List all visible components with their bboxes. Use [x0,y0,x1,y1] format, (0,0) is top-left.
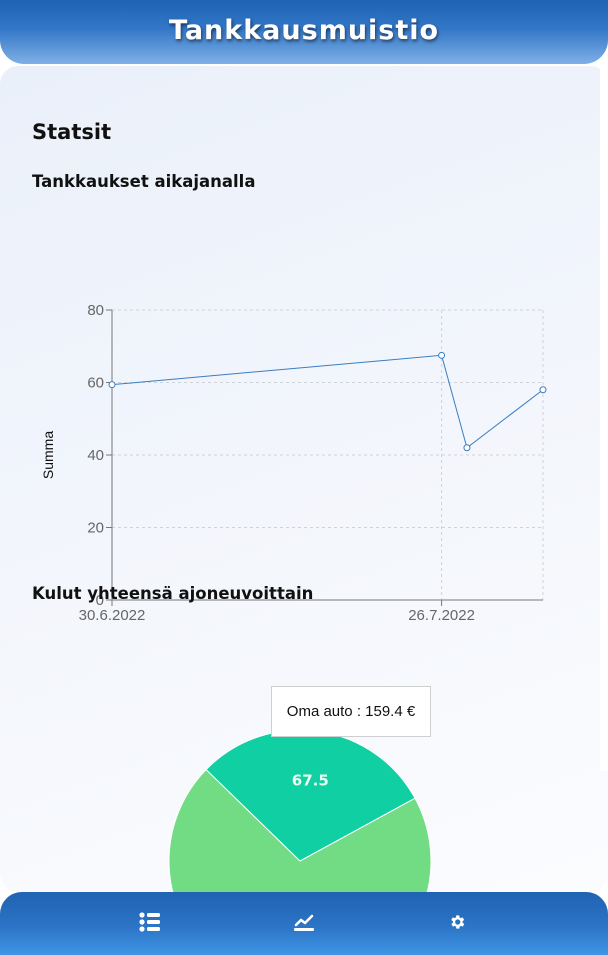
data-point [463,444,471,452]
nav-list-button[interactable] [130,906,170,938]
vehicle-totals-pie-chart[interactable]: 159.467.5 [0,636,608,892]
nav-settings-button[interactable] [437,906,477,938]
gear-icon [451,915,465,929]
series-line [111,354,544,449]
page-title: Statsit [32,120,112,144]
data-point [108,381,116,389]
main-content[interactable]: Statsit Tankkaukset aikajanalla 0 20 40 60 8… [0,66,608,892]
scrollbar-track[interactable] [600,66,608,771]
pie-slice-label: 67.5 [292,772,329,790]
chart-line-icon [294,914,314,931]
timeline-line-chart: 0 20 40 60 80 30.6.2022 26.7.2022 Summa [40,302,547,624]
data-point [438,351,446,359]
list-icon [139,912,160,932]
y-tick-label: 60 [87,375,104,392]
bottom-nav [0,892,608,955]
y-tick-label: 80 [87,302,104,319]
x-tick-label: 30.6.2022 [79,607,146,624]
y-axis-label: Summa [40,431,56,479]
x-tick-label: 26.7.2022 [408,607,475,624]
app-header: Tankkausmuistio [0,0,608,64]
pie-slice [168,768,432,892]
data-point [539,386,547,394]
y-tick-label: 0 [96,592,104,609]
nav-stats-button[interactable] [284,906,324,938]
timeline-section-title: Tankkaukset aikajanalla [32,172,256,191]
app-title: Tankkausmuistio [168,14,440,46]
totals-section-title: Kulut yhteensä ajoneuvoittain [32,584,314,603]
y-tick-label: 40 [87,447,104,464]
pie-tooltip: Oma auto : 159.4 € [271,686,431,737]
y-tick-label: 20 [87,520,104,537]
